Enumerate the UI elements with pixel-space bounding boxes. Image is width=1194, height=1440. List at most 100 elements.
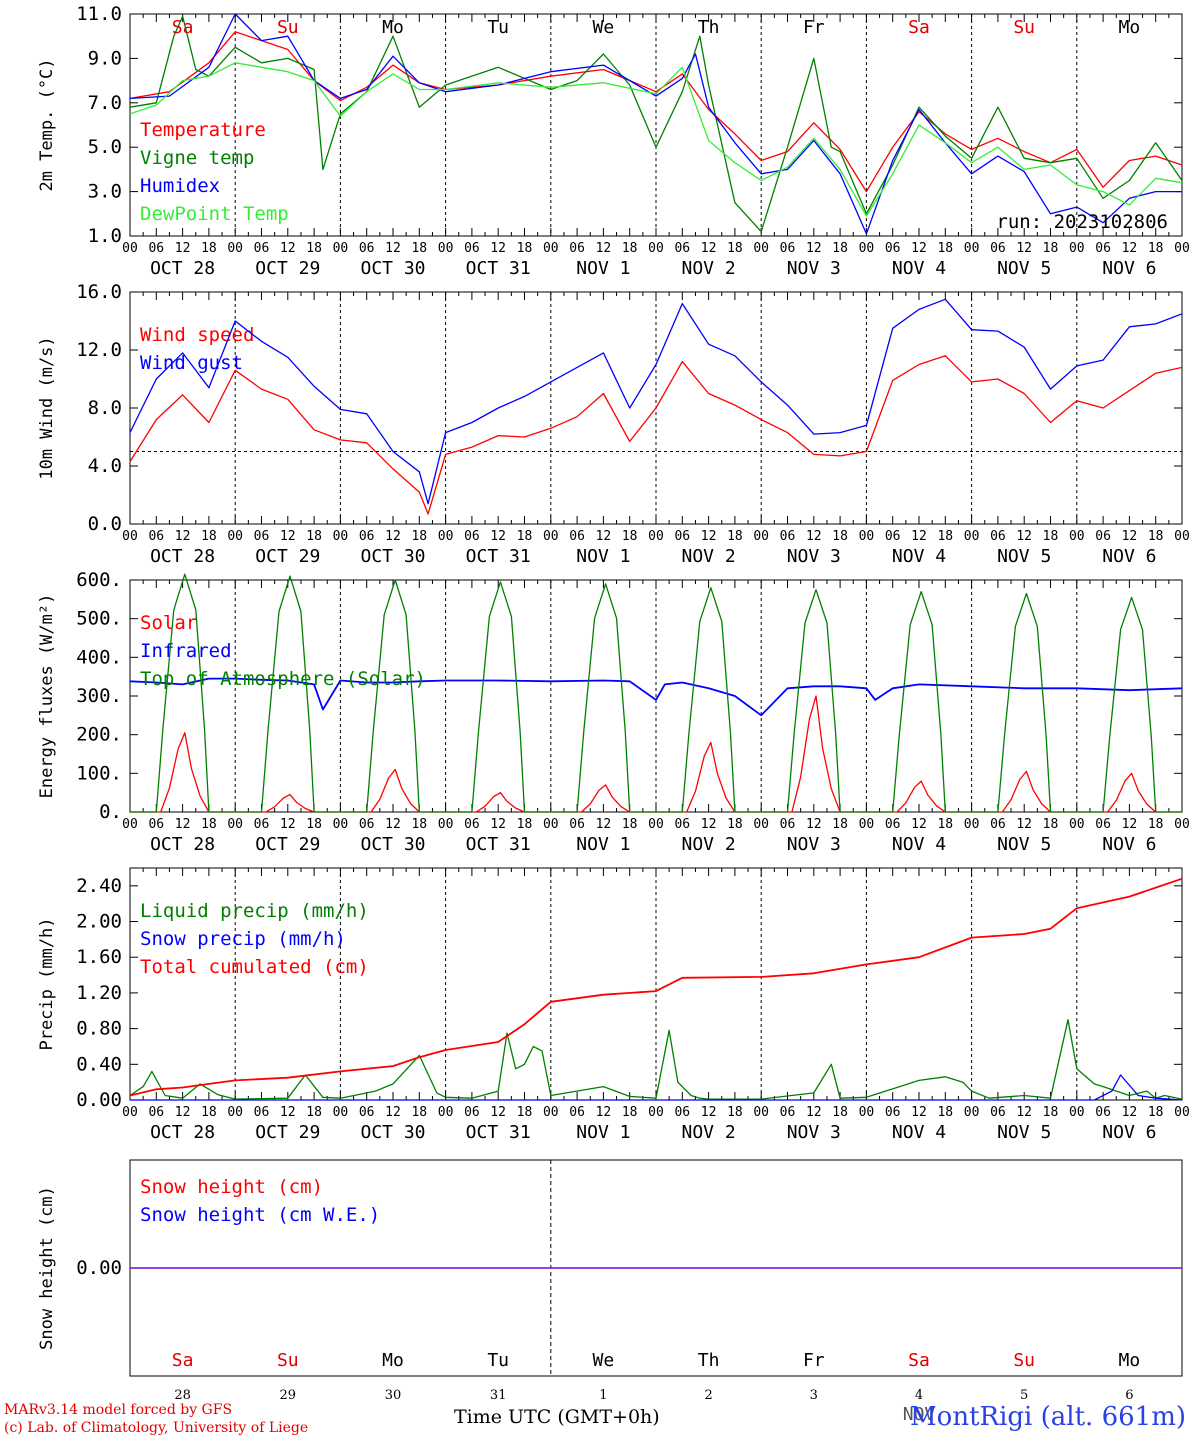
x-tick-label: 00 [543, 529, 559, 544]
x-tick-label: 18 [201, 529, 217, 544]
date-label: NOV 1 [576, 834, 630, 855]
x-tick-label: 18 [1043, 529, 1059, 544]
x-tick-label: 06 [254, 529, 270, 544]
date-label: NOV 6 [1102, 834, 1156, 855]
x-tick-label: 12 [911, 529, 927, 544]
day-number: 30 [385, 1388, 402, 1403]
x-tick-label: 12 [175, 241, 191, 256]
y-tick-label: 12.0 [76, 339, 122, 361]
date-label: NOV 4 [892, 1122, 946, 1143]
x-tick-label: 12 [1016, 817, 1032, 832]
x-tick-label: 18 [727, 1105, 743, 1120]
legend-entry: Humidex [140, 175, 220, 197]
x-tick-label: 00 [859, 817, 875, 832]
x-tick-label: 12 [490, 529, 506, 544]
x-tick-label: 18 [1148, 529, 1164, 544]
day-number: 1 [599, 1388, 607, 1403]
x-tick-label: 12 [596, 1105, 612, 1120]
x-tick-label: 18 [937, 817, 953, 832]
weekday-label: Su [277, 17, 299, 38]
x-tick-label: 18 [937, 1105, 953, 1120]
x-tick-label: 18 [201, 1105, 217, 1120]
x-tick-label: 00 [543, 241, 559, 256]
x-tick-label: 00 [648, 241, 664, 256]
x-tick-label: 12 [1122, 1105, 1138, 1120]
weekday-label: Sa [172, 1350, 194, 1371]
x-tick-label: 06 [885, 529, 901, 544]
x-tick-label: 06 [569, 1105, 585, 1120]
day-number: 2 [704, 1388, 712, 1403]
x-tick-label: 06 [254, 1105, 270, 1120]
y-tick-label: 3.0 [88, 181, 122, 203]
x-tick-label: 00 [333, 241, 349, 256]
x-tick-label: 12 [806, 1105, 822, 1120]
x-tick-label: 06 [780, 1105, 796, 1120]
x-tick-label: 18 [1043, 241, 1059, 256]
day-number: 28 [174, 1388, 191, 1403]
legend-entry: Liquid precip (mm/h) [140, 900, 369, 922]
weekday-label: Su [1013, 1350, 1035, 1371]
x-tick-label: 00 [753, 1105, 769, 1120]
footer-lab-line: (c) Lab. of Climatology, University of L… [4, 1420, 309, 1436]
panel-5: 0.00 Snow height (cm) Snow height (cm) Snow… [37, 1159, 1183, 1377]
y-tick-label: 9.0 [88, 47, 122, 69]
x-tick-label: 18 [517, 1105, 533, 1120]
weekday-label: Mo [382, 1350, 404, 1371]
weekday-label: Sa [908, 1350, 930, 1371]
x-tick-label: 18 [1043, 817, 1059, 832]
x-tick-label: 12 [385, 817, 401, 832]
x-tick-label: 00 [227, 241, 243, 256]
x-tick-label: 06 [674, 817, 690, 832]
x-tick-label: 18 [832, 817, 848, 832]
x-tick-label: 12 [490, 1105, 506, 1120]
date-label: NOV 5 [997, 258, 1051, 279]
series-line [129, 15, 1183, 233]
day-number: 4 [915, 1388, 923, 1403]
x-tick-label: 18 [306, 529, 322, 544]
x-tick-label: 12 [280, 241, 296, 256]
y-tick-label: 8.0 [88, 397, 122, 419]
x-tick-label: 06 [254, 817, 270, 832]
x-tick-label: 18 [622, 529, 638, 544]
x-tick-label: 00 [753, 241, 769, 256]
date-label: NOV 1 [576, 546, 630, 567]
x-tick-label: 12 [701, 241, 717, 256]
y-tick-label: 7.0 [88, 92, 122, 114]
y-tick-label: 0. [99, 801, 122, 823]
date-label: OCT 30 [360, 546, 425, 567]
x-tick-label: 06 [359, 1105, 375, 1120]
weekday-label: We [593, 1350, 615, 1371]
y-tick-label: 0.0 [88, 513, 122, 535]
date-label: NOV 3 [787, 1122, 841, 1143]
x-tick-label: 06 [780, 817, 796, 832]
x-tick-label: 12 [1016, 1105, 1032, 1120]
x-tick-label: 06 [359, 241, 375, 256]
date-label: OCT 29 [255, 1122, 320, 1143]
x-tick-label: 18 [832, 241, 848, 256]
x-tick-label: 06 [464, 1105, 480, 1120]
weekday-label: Tu [487, 17, 509, 38]
weekday-label: Fr [803, 1350, 825, 1371]
x-tick-label: 12 [701, 529, 717, 544]
weekday-label: We [593, 17, 615, 38]
x-tick-label: 18 [727, 529, 743, 544]
day-number: 5 [1020, 1388, 1028, 1403]
x-tick-label: 18 [306, 1105, 322, 1120]
x-tick-label: 00 [1069, 817, 1085, 832]
x-tick-label: 00 [333, 1105, 349, 1120]
date-label: OCT 28 [150, 834, 215, 855]
weekday-label: Tu [487, 1350, 509, 1371]
legend-entry: Solar [140, 612, 197, 634]
x-tick-label: 06 [780, 529, 796, 544]
x-tick-label: 00 [753, 529, 769, 544]
series-line [130, 1074, 1183, 1101]
x-tick-label: 18 [727, 817, 743, 832]
y-tick-label: 100. [76, 762, 122, 784]
y-axis-label: 10m Wind (m/s) [37, 336, 57, 479]
legend-entry: Snow precip (mm/h) [140, 928, 346, 950]
day-number: 31 [490, 1388, 507, 1403]
x-tick-label: 00 [964, 817, 980, 832]
x-tick-label: 18 [622, 241, 638, 256]
x-tick-label: 12 [701, 817, 717, 832]
